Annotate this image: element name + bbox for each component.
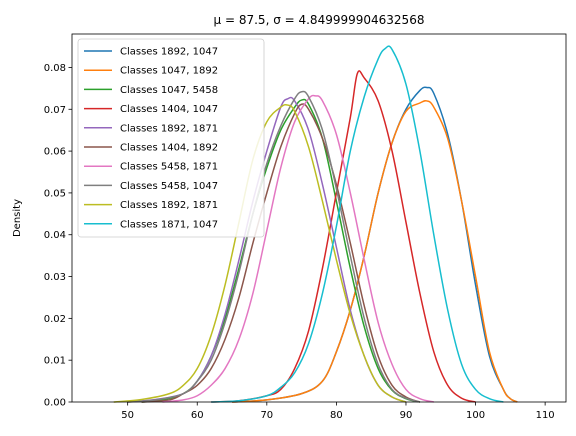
legend-label-8: Classes 5458, 1047 [120, 181, 218, 192]
y-tick-label: 0.06 [44, 147, 66, 158]
legend-label-3: Classes 1047, 5458 [120, 85, 218, 96]
y-tick-label: 0.01 [44, 356, 66, 367]
x-tick-label: 110 [536, 410, 555, 421]
y-tick-label: 0.05 [44, 188, 66, 199]
y-tick-label: 0.03 [44, 272, 66, 283]
series-line-2 [231, 99, 518, 403]
legend-label-4: Classes 1404, 1047 [120, 104, 218, 115]
legend-label-5: Classes 1892, 1871 [120, 123, 218, 134]
legend-label-1: Classes 1892, 1047 [120, 47, 218, 58]
legend-box [77, 38, 265, 238]
series-line-7 [162, 94, 434, 403]
chart-title: μ = 87.5, σ = 4.849999904632568 [214, 13, 425, 27]
legend-label-2: Classes 1047, 1892 [120, 66, 218, 77]
plot-frame [71, 33, 567, 403]
series-line-9 [113, 103, 407, 403]
y-tick-label: 0.02 [44, 314, 66, 325]
series-line-6 [141, 103, 421, 403]
y-tick-label: 0.07 [44, 105, 66, 116]
legend-label-9: Classes 1892, 1871 [120, 200, 218, 211]
plot-lines [113, 45, 518, 403]
x-tick-label: 80 [330, 410, 343, 421]
x-tick-label: 60 [191, 410, 204, 421]
y-axis-title: Density [12, 199, 23, 237]
axes: 50 60 70 80 90 100 110 0.00 0.01 0.02 0.03 0.04 0.05… [44, 33, 567, 421]
y-tick-label: 0.00 [44, 398, 66, 409]
series-line-10 [211, 45, 504, 403]
legend: Classes 1892, 1047 Classes 1047, 1892 Clas… [77, 38, 265, 238]
x-tick-label: 70 [260, 410, 273, 421]
legend-label-6: Classes 1404, 1892 [120, 143, 218, 154]
series-line-4 [211, 70, 476, 403]
x-tick-label: 90 [400, 410, 413, 421]
series-line-8 [127, 90, 421, 403]
x-tick-label: 100 [466, 410, 485, 421]
legend-label-10: Classes 1871, 1047 [120, 219, 218, 230]
y-tick-label: 0.08 [44, 63, 66, 74]
y-tick-label: 0.04 [44, 230, 66, 241]
legend-label-7: Classes 5458, 1871 [120, 162, 218, 173]
x-tick-label: 50 [121, 410, 134, 421]
